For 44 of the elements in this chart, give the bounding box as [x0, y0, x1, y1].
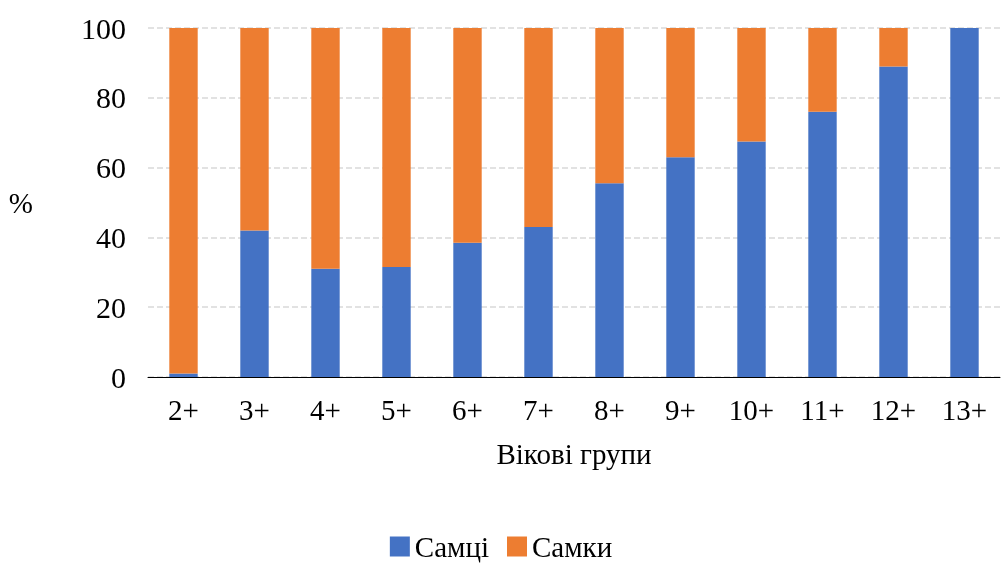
bar [666, 157, 695, 377]
bar [311, 268, 340, 377]
x-tick-label: 8+ [594, 393, 625, 426]
bar [240, 230, 269, 377]
bar [666, 28, 695, 158]
bar [879, 28, 908, 67]
bar [595, 183, 624, 377]
bar [453, 242, 482, 377]
bar [240, 28, 269, 231]
x-tick-label: 13+ [941, 393, 988, 426]
bar [737, 141, 766, 377]
y-tick-label: 20 [96, 290, 126, 324]
bar [382, 267, 411, 377]
x-tick-label: 9+ [665, 393, 696, 426]
x-tick-label: 10+ [728, 393, 775, 426]
x-tick-label: 6+ [452, 393, 483, 426]
bar [808, 28, 837, 112]
x-tick-label: 3+ [239, 393, 270, 426]
x-tick-label: 4+ [310, 393, 341, 426]
y-tick-label: 60 [96, 151, 126, 185]
y-tick-label: 80 [96, 81, 126, 115]
x-tick-label: 11+ [800, 393, 845, 426]
legend-label: Самці [414, 530, 489, 563]
bar [311, 28, 340, 269]
bar [950, 28, 979, 377]
bar [879, 66, 908, 377]
bar [595, 28, 624, 184]
bar [524, 226, 553, 377]
bar [808, 111, 837, 377]
x-tick-label: 5+ [381, 393, 412, 426]
x-tick-label: 7+ [523, 393, 554, 426]
legend-label: Самки [531, 530, 613, 563]
x-tick-label: 2+ [168, 393, 199, 426]
y-tick-label: 0 [111, 360, 126, 394]
bar [737, 28, 766, 142]
y-axis-title: % [8, 186, 33, 219]
bar [382, 28, 411, 268]
y-tick-label: 100 [81, 11, 126, 45]
bar [524, 28, 553, 227]
bar [169, 28, 198, 374]
y-tick-label: 40 [96, 220, 126, 254]
x-axis-title: Вікові групи [496, 437, 652, 470]
x-tick-label: 12+ [870, 393, 917, 426]
bar [453, 28, 482, 243]
